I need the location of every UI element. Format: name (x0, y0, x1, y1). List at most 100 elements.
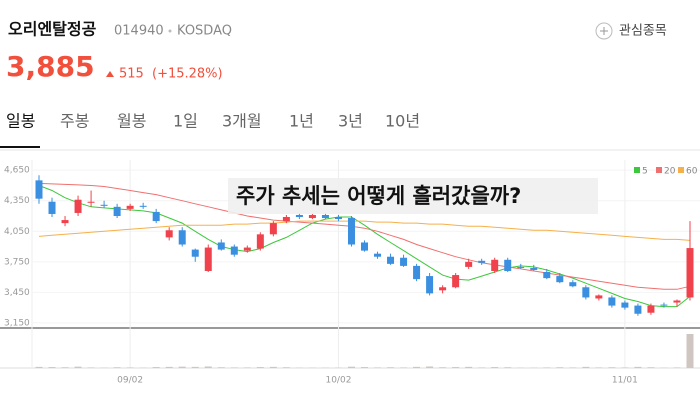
candle-body (517, 267, 524, 268)
y-tick-label: 3,150 (4, 318, 30, 328)
volume-bar (556, 367, 563, 368)
volume-bar (400, 367, 407, 368)
volume-bar (348, 367, 355, 368)
volume-bar (231, 367, 238, 368)
volume-bar (582, 367, 589, 368)
candle-body (452, 275, 459, 287)
candle-body (361, 242, 368, 250)
volume-bar (205, 366, 212, 368)
volume-bar (491, 367, 498, 368)
candle-body (36, 180, 43, 198)
volume-bar (426, 366, 433, 368)
volume-bar (387, 367, 394, 368)
candle-body (673, 301, 680, 303)
volume-bar (192, 367, 199, 368)
volume-bar (647, 367, 654, 368)
ma-line (39, 221, 690, 240)
candle-body (426, 276, 433, 293)
candle-body (62, 220, 69, 223)
candle-body (556, 276, 563, 282)
tab[interactable]: 주봉 (60, 112, 89, 131)
candle-body (88, 202, 95, 203)
candle-body (296, 215, 303, 217)
x-tick-label: 09/02 (117, 376, 143, 386)
x-tick-label: 11/01 (612, 376, 638, 386)
candle-body (101, 205, 108, 206)
volume-bar (153, 367, 160, 368)
candle-body (621, 303, 628, 308)
volume-bar (75, 367, 82, 368)
candle-body (504, 260, 511, 271)
volume-bar (504, 367, 511, 368)
legend-label: 5 (642, 167, 648, 177)
candle-body (595, 295, 602, 298)
volume-bar (465, 367, 472, 368)
volume-bar (88, 367, 95, 368)
candle-body (374, 254, 381, 257)
candle-body (309, 215, 316, 218)
volume-bar (166, 367, 173, 368)
candle-body (166, 230, 173, 237)
candle-body (465, 262, 472, 267)
stock-name: 오리엔탈정공 (8, 20, 97, 39)
volume-bar (687, 334, 694, 368)
candle-body (179, 230, 186, 244)
candle-body (322, 215, 329, 218)
volume-bar (621, 367, 628, 368)
candle-body (153, 212, 160, 221)
candle-body (400, 258, 407, 266)
candle-body (231, 247, 238, 255)
tab[interactable]: 월봉 (117, 112, 146, 131)
candle-body (114, 207, 121, 216)
legend-swatch (656, 167, 662, 173)
tab[interactable]: 1일 (173, 112, 198, 131)
volume-bar (218, 367, 225, 368)
tab[interactable]: 3개월 (222, 112, 262, 131)
candle-body (283, 217, 290, 221)
volume-bar (257, 367, 264, 368)
candle-body (387, 257, 394, 264)
legend-label: 60 (686, 167, 698, 177)
volume-bar (608, 367, 615, 368)
change-percent: (+15.28%) (152, 67, 223, 82)
legend-swatch (678, 167, 684, 173)
watch-label[interactable]: 관심종목 (619, 24, 667, 39)
volume-bar (673, 367, 680, 368)
candle-body (491, 260, 498, 271)
change: 515 (119, 67, 144, 82)
candle-body (127, 206, 134, 209)
candle-body (530, 268, 537, 270)
candle-body (348, 218, 355, 244)
plus-icon (600, 27, 608, 35)
candle-body (647, 306, 654, 313)
watch-button[interactable]: 관심종목 (596, 23, 667, 39)
candle-body (478, 261, 485, 263)
candle-body (608, 297, 615, 305)
volume-bar (569, 367, 576, 368)
tab[interactable]: 10년 (385, 112, 420, 131)
candle-body (660, 305, 667, 306)
volume-bar (452, 367, 459, 368)
candle-body (75, 200, 82, 213)
candle-body (270, 223, 277, 234)
tab[interactable]: 3년 (338, 112, 363, 131)
up-arrow (106, 71, 114, 77)
y-tick-label: 3,750 (4, 257, 30, 267)
candle-body (687, 248, 694, 297)
candle-body (439, 287, 446, 290)
tab-underline (0, 146, 40, 148)
volume-bar (361, 367, 368, 368)
y-tick-label: 4,650 (4, 166, 30, 176)
candle-body (569, 282, 576, 286)
candle-body (140, 206, 147, 207)
volume-bar (283, 367, 290, 368)
x-tick-label: 10/02 (325, 376, 351, 386)
price: 3,885 (6, 50, 95, 83)
tab[interactable]: 1년 (289, 112, 314, 131)
y-tick-label: 4,050 (4, 227, 30, 237)
tab-bar: 일봉 주봉 월봉 1일 3개월 1년 3년 10년 (6, 112, 420, 131)
tab[interactable]: 일봉 (6, 112, 35, 131)
